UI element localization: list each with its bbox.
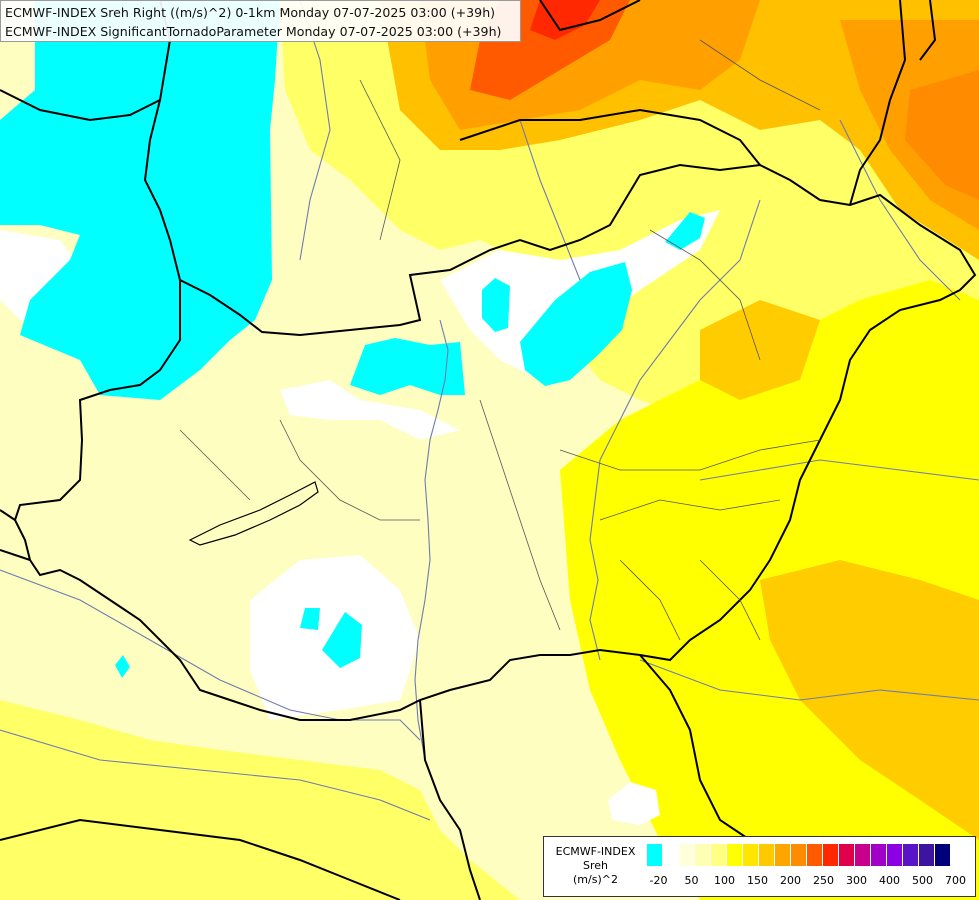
admin-line [699,39,821,111]
border-czech [0,89,161,122]
legend-swatch [695,844,711,866]
legend-swatch [663,844,679,866]
border-slovakia-poland [459,108,761,166]
admin-line [559,439,821,471]
legend-title: ECMWF-INDEX Sreh (m/s)^2 [548,845,643,887]
border-ukraine [849,0,907,206]
legend-tick-label: 700 [945,874,966,887]
legend-swatch [839,844,855,866]
map-title-box: ECMWF-INDEX Sreh Right ((m/s)^2) 0-1km M… [0,0,521,42]
legend-swatch [791,844,807,866]
legend-tick-label: 400 [879,874,900,887]
legend-tick-label: 500 [912,874,933,887]
map-title-line1: ECMWF-INDEX Sreh Right ((m/s)^2) 0-1km M… [5,5,496,20]
admin-line [599,499,781,521]
river-danube [414,319,449,761]
legend-title-line2: Sreh [582,859,608,872]
legend-swatch [935,844,951,866]
legend-swatch [823,844,839,866]
legend-tick-label: 300 [846,874,867,887]
color-legend: ECMWF-INDEX Sreh (m/s)^2 -20 50 100 150 200 2… [543,836,976,897]
sreh-field-orange-east [760,560,979,840]
river-north-2 [519,119,581,281]
sreh-field-cyan-south-2 [300,608,320,630]
river-east-2 [699,459,979,481]
river-tisza [589,199,761,661]
sreh-field-cyan-center [350,338,465,395]
sreh-field-cyan-north-3 [665,212,705,250]
legend-swatch [711,844,727,866]
legend-title-line1: ECMWF-INDEX [555,845,636,858]
legend-title-line3: (m/s)^2 [573,873,618,886]
border-hungary [13,163,977,721]
legend-tick-label: 200 [780,874,801,887]
legend-swatch [759,844,775,866]
admin-line [619,559,681,641]
sreh-field-darkorange-east-core [905,70,979,200]
legend-ticks: -20 50 100 150 200 250 300 400 500 700 [647,874,971,888]
sreh-field-yellow-southwest [0,700,520,900]
legend-swatch [807,844,823,866]
legend-tick-label: 150 [747,874,768,887]
border-bosnia [0,818,401,900]
river-drava [0,569,421,741]
border-romania-serbia [639,654,751,841]
border-slovakia-austria [143,0,181,281]
rivers [0,0,979,821]
river-east-3 [639,659,979,701]
legend-swatch [727,844,743,866]
legend-swatch [647,844,663,866]
sreh-field-orange-east-2 [700,300,820,400]
legend-tick-label: 100 [714,874,735,887]
border-slovenia [0,549,31,561]
border-east [919,0,937,61]
sreh-field-white-se [608,782,660,825]
sreh-field-cyan-south-3 [115,655,130,678]
legend-swatch [887,844,903,866]
sreh-field-cyan-north-2 [520,262,632,386]
legend-swatch [679,844,695,866]
admin-line [359,79,401,241]
border-croatia [0,509,16,521]
admin-boundaries [179,39,821,641]
river-sava [0,729,431,821]
sreh-field-cyan-south-1 [322,612,362,668]
river-east-1 [839,119,961,301]
sreh-field-white-center [280,380,460,440]
legend-tick-label: 50 [684,874,699,887]
legend-swatch [855,844,871,866]
map-title-line2: ECMWF-INDEX SignificantTornadoParameter … [5,24,502,39]
admin-line [699,559,761,641]
sreh-field-cyan-west [0,0,280,400]
legend-tick-label: 250 [813,874,834,887]
admin-line [479,399,561,631]
border-serbia [419,699,481,900]
legend-swatch [919,844,935,866]
legend-swatches [647,844,951,866]
legend-swatch [775,844,791,866]
admin-line [279,419,420,521]
border-ukraine-poland [539,0,641,32]
legend-swatch [871,844,887,866]
admin-line [179,429,251,501]
sreh-field-cyan-north-1 [482,278,510,332]
lake-balaton [188,481,319,546]
legend-swatch [743,844,759,866]
legend-swatch [903,844,919,866]
admin-line [649,229,761,361]
legend-tick-label: -20 [649,874,668,887]
